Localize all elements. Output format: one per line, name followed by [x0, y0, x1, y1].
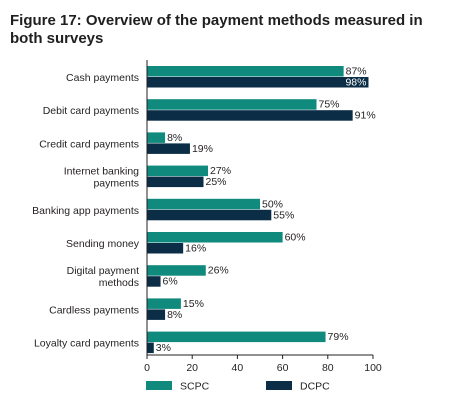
value-label: 6% — [163, 276, 178, 288]
legend: SCPC DCPC — [146, 381, 330, 393]
value-label: 79% — [328, 331, 349, 343]
category-label: Cardless payments — [49, 304, 139, 316]
bar-dcpc — [147, 209, 272, 221]
value-label: 50% — [262, 198, 283, 210]
category-labels-group: Cash payments Debit card payments Credit c… — [32, 72, 140, 350]
bar-dcpc — [147, 77, 369, 88]
category-label: Credit card payments — [39, 138, 139, 150]
value-label: 75% — [319, 99, 340, 111]
value-label: 3% — [156, 342, 171, 354]
legend-swatch-dcpc — [266, 381, 292, 390]
bar-dcpc — [147, 342, 154, 354]
category-label: Banking app payments — [32, 205, 139, 217]
category-label: Loyalty card payments — [34, 338, 139, 350]
x-tick-label: 20 — [186, 362, 198, 374]
bar-dcpc — [147, 143, 190, 154]
value-label: 60% — [285, 232, 306, 244]
category-label: Sending money — [66, 238, 140, 250]
x-tick-label: 100 — [364, 362, 382, 374]
value-label: 8% — [167, 309, 182, 321]
legend-label-scpc: SCPC — [180, 381, 210, 393]
bar-scpc — [147, 331, 326, 343]
value-label: 91% — [355, 110, 376, 122]
category-label: methods — [99, 277, 139, 289]
bar-scpc — [147, 132, 166, 143]
x-axis: 0 20 40 60 80 100 — [144, 60, 382, 374]
bars-group: 87%98% 75% 91% 8% 19% 27%25% 50%55% 60% 16%26% 6%… — [147, 66, 376, 354]
bar-dcpc — [147, 110, 353, 121]
category-label: Digital payment — [67, 265, 139, 277]
value-label: 15% — [183, 298, 204, 310]
category-label: payments — [93, 178, 139, 190]
value-label: 55% — [273, 209, 294, 221]
legend-swatch-scpc — [146, 381, 172, 390]
value-label: 25% — [206, 176, 227, 188]
x-tick-label: 40 — [232, 362, 244, 374]
value-label: 87% — [346, 66, 367, 78]
x-tick-label: 60 — [277, 362, 289, 374]
value-label: 26% — [208, 265, 229, 277]
bar-dcpc — [147, 276, 161, 287]
bar-scpc — [147, 99, 317, 110]
bar-scpc — [147, 232, 283, 243]
bar-dcpc — [147, 309, 166, 320]
bar-scpc — [147, 165, 209, 177]
value-label: 16% — [185, 243, 206, 255]
bar-scpc — [147, 298, 181, 309]
legend-label-dcpc: DCPC — [300, 381, 330, 393]
value-label: 27% — [210, 165, 231, 177]
value-label: 8% — [167, 132, 182, 144]
value-label: 19% — [192, 143, 213, 155]
chart-title: Figure 17: Overview of the payment metho… — [10, 12, 423, 47]
bar-dcpc — [147, 176, 204, 188]
value-label: 98% — [345, 77, 366, 89]
bar-dcpc — [147, 243, 184, 254]
category-label: Cash payments — [66, 72, 139, 84]
category-label: Internet banking — [64, 166, 139, 178]
x-tick-label: 80 — [322, 362, 334, 374]
category-label: Debit card payments — [43, 105, 139, 117]
bar-scpc — [147, 198, 260, 210]
x-tick-label: 0 — [144, 362, 150, 374]
bar-scpc — [147, 66, 344, 77]
bar-scpc — [147, 265, 206, 276]
